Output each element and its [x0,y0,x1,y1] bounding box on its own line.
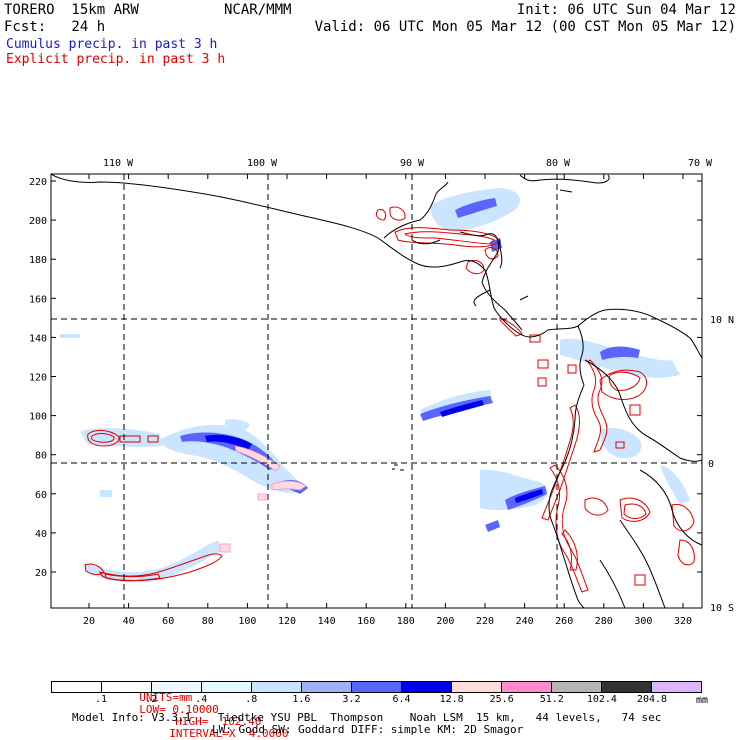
model-info-line: Model Info: V3.3.1 Tiedtke YSU PBL Thomp… [72,711,662,724]
lat-label-10n: 10 N [710,315,734,326]
forecast-hour: Fcst: 24 h [4,19,106,35]
coastlines [51,174,702,608]
color-bar [51,681,702,693]
color-bar-swatch [151,682,201,692]
lat-label-10s: 10 S [710,603,734,614]
bottom-tick-label: 300 [634,616,652,627]
lon-label-70w: 70 W [688,158,713,169]
left-tick-label: 120 [29,373,47,384]
color-bar-swatch [501,682,551,692]
contours-interval: INTERVAL=X 4.0000 [169,727,289,740]
organization-label: NCAR/MMM [224,2,292,18]
bottom-tick-label: 140 [318,616,336,627]
map-frame [50,173,703,609]
color-bar-label: 204.8 [636,694,668,705]
lon-label-100w: 100 W [247,158,278,169]
left-tick-label: 40 [35,529,47,540]
color-bar-label: 1.6 [292,694,311,705]
lon-label-80w: 80 W [546,158,571,169]
color-bar-label: 102.4 [586,694,617,705]
color-bar-label: 6.4 [392,694,411,705]
latlon-grid [51,174,702,608]
explicit-field-label: Explicit precip. in past 3 h [6,52,226,67]
left-tick-label: 140 [29,333,47,344]
color-bar-swatch [601,682,651,692]
bottom-tick-label: 260 [555,616,573,627]
color-bar-label: 51.2 [539,694,564,705]
physics-info-line: LW: Godd SW: Goddard DIFF: simple KM: 2D… [212,723,524,736]
color-bar-label: .1 [95,694,108,705]
bottom-tick-label: 20 [83,616,95,627]
cumulus-precip-pink [219,445,307,553]
bottom-tick-label: 40 [123,616,135,627]
bottom-tick-label: 120 [278,616,296,627]
color-bar-label: 25.6 [489,694,514,705]
axis-ticks [51,174,702,608]
color-bar-labels: .1 .2 .4 .8 1.6 3.2 6.4 12.8 25.6 51.2 102.4 204.8 [51,694,702,706]
bottom-tick-label: 160 [357,616,375,627]
color-bar-swatch [651,682,701,692]
left-tick-label: 200 [29,216,47,227]
left-tick-label: 160 [29,294,47,305]
bottom-tick-label: 60 [162,616,174,627]
valid-time: Valid: 06 UTC Mon 05 Mar 12 (00 CST Mon … [314,19,736,35]
color-bar-label: .2 [145,694,158,705]
explicit-precip-contours [84,206,695,593]
cumulus-precip-light [60,188,690,583]
contour-info: CONTOURS: UNITS=mm LOW= 0.10000 HIGH= 10… [120,668,288,740]
contours-low: LOW= 0.10000 [139,703,219,716]
bottom-tick-label: 180 [397,616,415,627]
color-bar-swatch [301,682,351,692]
cumulus-field-label: Cumulus precip. in past 3 h [6,37,218,52]
model-title: TORERO 15km ARW [4,2,139,18]
color-bar-unit: mm [696,695,709,706]
bottom-tick-label: 80 [202,616,214,627]
bottom-tick-label: 100 [238,616,256,627]
init-time: Init: 06 UTC Sun 04 Mar 12 [516,2,736,18]
left-tick-label: 100 [29,412,47,423]
color-bar-label: 12.8 [439,694,464,705]
color-bar-swatch [101,682,151,692]
contours-units: UNITS=mm [139,691,193,704]
color-bar-swatch [52,682,101,692]
cumulus-precip-heavy [205,400,543,503]
left-tick-label: 220 [29,177,47,188]
bottom-tick-label: 240 [516,616,534,627]
lat-label-0: 0 [708,459,714,470]
color-bar-swatch [251,682,301,692]
color-bar-label: 3.2 [342,694,361,705]
lon-label-110w: 110 W [103,158,134,169]
bottom-tick-labels: 20 40 60 80 100 120 140 160 180 200 220 240 260 280 30… [83,616,692,627]
color-bar-swatch [551,682,601,692]
bottom-tick-label: 220 [476,616,494,627]
color-bar-swatch [401,682,451,692]
left-tick-label: 60 [35,490,47,501]
lon-label-90w: 90 W [400,158,425,169]
left-tick-label: 180 [29,255,47,266]
bottom-tick-label: 320 [674,616,692,627]
left-tick-labels: 20 40 60 80 100 120 140 160 180 200 220 [29,177,47,579]
color-bar-label: .8 [245,694,258,705]
color-bar-swatch [451,682,501,692]
contours-high: HIGH= 102.40 [175,715,262,728]
left-tick-label: 20 [35,568,47,579]
bottom-tick-label: 280 [595,616,613,627]
color-bar-swatch [351,682,401,692]
color-bar-swatch [201,682,251,692]
bottom-tick-label: 200 [436,616,454,627]
color-bar-label: .4 [195,694,208,705]
left-tick-label: 80 [35,451,47,462]
